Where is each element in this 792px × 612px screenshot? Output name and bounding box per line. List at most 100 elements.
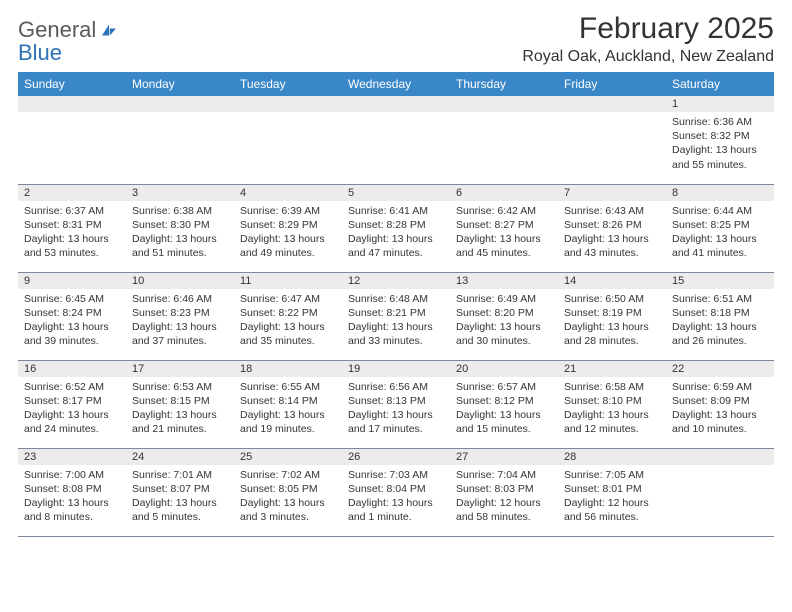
sail-icon [99,18,119,41]
day-number: 16 [18,361,126,377]
sunrise-text: Sunrise: 6:50 AM [564,292,660,306]
day-number: 6 [450,185,558,201]
sunrise-text: Sunrise: 7:00 AM [24,468,120,482]
sunrise-text: Sunrise: 6:46 AM [132,292,228,306]
day-number: 10 [126,273,234,289]
day-header: Saturday [666,72,774,96]
sunset-text: Sunset: 8:18 PM [672,306,768,320]
day-number: 27 [450,449,558,465]
sunset-text: Sunset: 8:14 PM [240,394,336,408]
day-cell [234,96,342,184]
day-cell: 22Sunrise: 6:59 AMSunset: 8:09 PMDayligh… [666,360,774,448]
day-cell: 2Sunrise: 6:37 AMSunset: 8:31 PMDaylight… [18,184,126,272]
sunset-text: Sunset: 8:08 PM [24,482,120,496]
day-cell: 21Sunrise: 6:58 AMSunset: 8:10 PMDayligh… [558,360,666,448]
day-number: 8 [666,185,774,201]
sunset-text: Sunset: 8:01 PM [564,482,660,496]
day-cell: 17Sunrise: 6:53 AMSunset: 8:15 PMDayligh… [126,360,234,448]
day-header: Sunday [18,72,126,96]
day-header-row: Sunday Monday Tuesday Wednesday Thursday… [18,72,774,96]
day-details: Sunrise: 7:02 AMSunset: 8:05 PMDaylight:… [234,465,342,529]
sunrise-text: Sunrise: 6:45 AM [24,292,120,306]
location: Royal Oak, Auckland, New Zealand [522,48,774,66]
day-details: Sunrise: 6:43 AMSunset: 8:26 PMDaylight:… [558,201,666,265]
day-number [18,96,126,112]
day-cell: 14Sunrise: 6:50 AMSunset: 8:19 PMDayligh… [558,272,666,360]
day-details: Sunrise: 6:48 AMSunset: 8:21 PMDaylight:… [342,289,450,353]
day-number [450,96,558,112]
day-number: 17 [126,361,234,377]
logo-word1: General [18,17,96,42]
day-cell: 7Sunrise: 6:43 AMSunset: 8:26 PMDaylight… [558,184,666,272]
sunrise-text: Sunrise: 6:39 AM [240,204,336,218]
day-cell: 20Sunrise: 6:57 AMSunset: 8:12 PMDayligh… [450,360,558,448]
day-details: Sunrise: 6:38 AMSunset: 8:30 PMDaylight:… [126,201,234,265]
sunrise-text: Sunrise: 6:43 AM [564,204,660,218]
day-number: 21 [558,361,666,377]
day-cell: 4Sunrise: 6:39 AMSunset: 8:29 PMDaylight… [234,184,342,272]
day-cell: 10Sunrise: 6:46 AMSunset: 8:23 PMDayligh… [126,272,234,360]
day-cell: 8Sunrise: 6:44 AMSunset: 8:25 PMDaylight… [666,184,774,272]
daylight-text: Daylight: 13 hours and 30 minutes. [456,320,552,348]
sunset-text: Sunset: 8:32 PM [672,129,768,143]
sunset-text: Sunset: 8:04 PM [348,482,444,496]
daylight-text: Daylight: 13 hours and 47 minutes. [348,232,444,260]
day-details: Sunrise: 6:52 AMSunset: 8:17 PMDaylight:… [18,377,126,441]
day-number: 23 [18,449,126,465]
daylight-text: Daylight: 13 hours and 19 minutes. [240,408,336,436]
day-number: 15 [666,273,774,289]
sunset-text: Sunset: 8:23 PM [132,306,228,320]
day-details: Sunrise: 6:47 AMSunset: 8:22 PMDaylight:… [234,289,342,353]
sunrise-text: Sunrise: 6:37 AM [24,204,120,218]
day-number: 3 [126,185,234,201]
day-number: 28 [558,449,666,465]
day-number [126,96,234,112]
daylight-text: Daylight: 13 hours and 45 minutes. [456,232,552,260]
daylight-text: Daylight: 13 hours and 10 minutes. [672,408,768,436]
daylight-text: Daylight: 13 hours and 51 minutes. [132,232,228,260]
day-details: Sunrise: 7:04 AMSunset: 8:03 PMDaylight:… [450,465,558,529]
day-details: Sunrise: 6:49 AMSunset: 8:20 PMDaylight:… [450,289,558,353]
sunrise-text: Sunrise: 6:55 AM [240,380,336,394]
day-details: Sunrise: 6:56 AMSunset: 8:13 PMDaylight:… [342,377,450,441]
daylight-text: Daylight: 13 hours and 53 minutes. [24,232,120,260]
week-row: 16Sunrise: 6:52 AMSunset: 8:17 PMDayligh… [18,360,774,448]
sunset-text: Sunset: 8:07 PM [132,482,228,496]
day-number: 13 [450,273,558,289]
sunrise-text: Sunrise: 6:36 AM [672,115,768,129]
day-number: 11 [234,273,342,289]
day-details: Sunrise: 6:44 AMSunset: 8:25 PMDaylight:… [666,201,774,265]
sunset-text: Sunset: 8:22 PM [240,306,336,320]
day-details: Sunrise: 6:50 AMSunset: 8:19 PMDaylight:… [558,289,666,353]
daylight-text: Daylight: 13 hours and 12 minutes. [564,408,660,436]
day-number: 4 [234,185,342,201]
week-row: 23 Sunrise: 7:00 AMSunset: 8:08 PM Dayligh… [18,448,774,536]
day-number: 1 [666,96,774,112]
daylight-text: Daylight: 13 hours and 35 minutes. [240,320,336,348]
day-cell: 25Sunrise: 7:02 AMSunset: 8:05 PMDayligh… [234,448,342,536]
day-details: Sunrise: 6:57 AMSunset: 8:12 PMDaylight:… [450,377,558,441]
daylight-text: Daylight: 13 hours and 55 minutes. [672,143,768,171]
day-details: Sunrise: 7:05 AMSunset: 8:01 PMDaylight:… [558,465,666,529]
day-details: Sunrise: 6:37 AMSunset: 8:31 PMDaylight:… [18,201,126,265]
week-row: 1 Sunrise: 6:36 AMSunset: 8:32 PMDaylight… [18,96,774,184]
sunset-text: Sunset: 8:26 PM [564,218,660,232]
day-details: Sunrise: 6:55 AMSunset: 8:14 PMDaylight:… [234,377,342,441]
sunrise-text: Sunrise: 6:44 AM [672,204,768,218]
day-cell: 15Sunrise: 6:51 AMSunset: 8:18 PMDayligh… [666,272,774,360]
day-cell: 28Sunrise: 7:05 AMSunset: 8:01 PMDayligh… [558,448,666,536]
day-cell: 18Sunrise: 6:55 AMSunset: 8:14 PMDayligh… [234,360,342,448]
day-cell: 11Sunrise: 6:47 AMSunset: 8:22 PMDayligh… [234,272,342,360]
day-details: Sunrise: 6:42 AMSunset: 8:27 PMDaylight:… [450,201,558,265]
daylight-text: Daylight: 13 hours and 15 minutes. [456,408,552,436]
sunset-text: Sunset: 8:24 PM [24,306,120,320]
sunset-text: Sunset: 8:19 PM [564,306,660,320]
day-details: Sunrise: 6:58 AMSunset: 8:10 PMDaylight:… [558,377,666,441]
day-cell: 19Sunrise: 6:56 AMSunset: 8:13 PMDayligh… [342,360,450,448]
sunrise-text: Sunrise: 7:01 AM [132,468,228,482]
daylight-text: Daylight: 12 hours and 58 minutes. [456,496,552,524]
day-cell: 6Sunrise: 6:42 AMSunset: 8:27 PMDaylight… [450,184,558,272]
day-number: 12 [342,273,450,289]
day-number: 9 [18,273,126,289]
calendar-table: Sunday Monday Tuesday Wednesday Thursday… [18,72,774,537]
